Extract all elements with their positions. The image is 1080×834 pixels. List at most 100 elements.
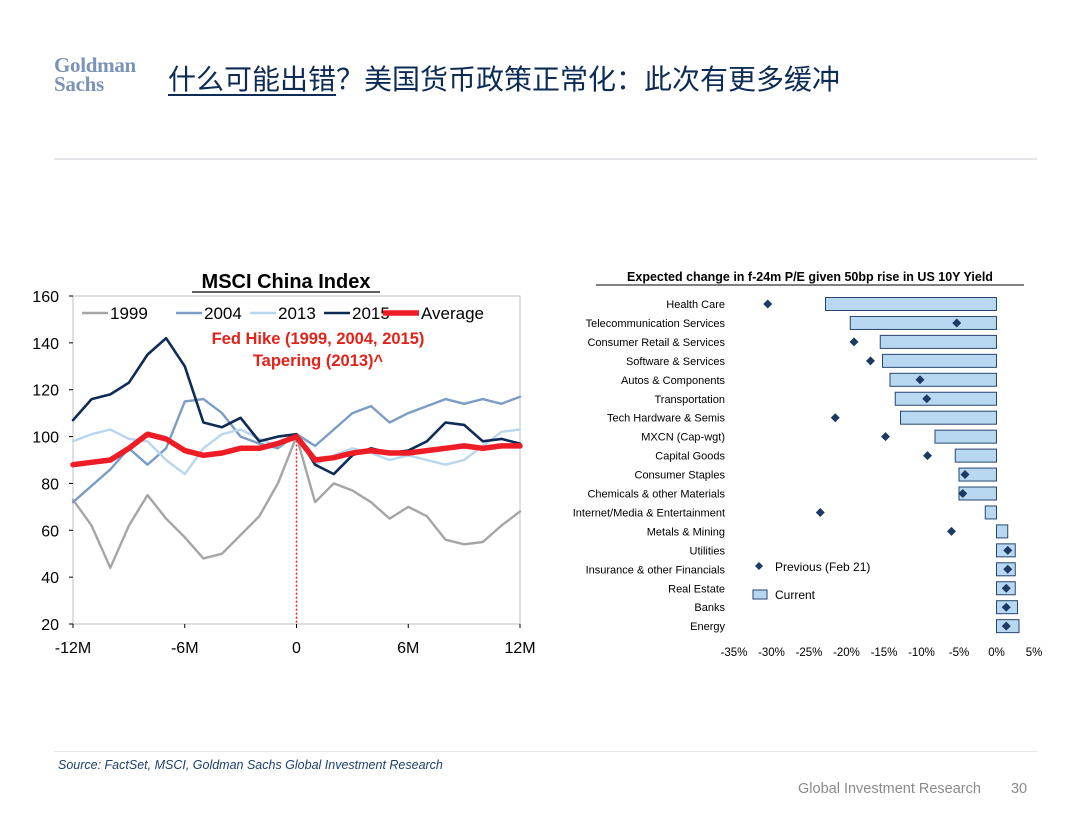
marker-previous: [1001, 602, 1011, 612]
category-label: Software & Services: [626, 356, 726, 368]
legend-label-1999: 1999: [110, 304, 148, 323]
y-tick-label: 80: [41, 476, 59, 493]
marker-previous: [1003, 545, 1013, 555]
bar-current: [889, 372, 997, 387]
category-label: Tech Hardware & Semis: [607, 413, 725, 425]
x-tick-label: -5%: [949, 647, 969, 659]
bar-current: [954, 448, 997, 463]
bar-current: [996, 524, 1009, 539]
category-label: Chemicals & other Materials: [587, 489, 725, 501]
series-line-average: [70, 431, 523, 468]
x-tick-label: 0%: [988, 647, 1005, 659]
category-label: Insurance & other Financials: [586, 564, 726, 576]
category-label: Consumer Retail & Services: [587, 337, 725, 349]
y-tick-label: 120: [32, 383, 59, 400]
marker-previous: [947, 526, 956, 536]
footer-divider: [54, 751, 1037, 752]
category-label: Autos & Components: [621, 375, 725, 387]
y-tick-label: 140: [32, 336, 59, 353]
logo-line2: Sachs: [54, 72, 104, 96]
marker-previous: [922, 394, 932, 404]
bar-current: [984, 505, 997, 520]
x-tick-label: 0: [292, 640, 301, 657]
footer-bar: Global Investment Research 30: [798, 781, 1027, 797]
y-tick-label: 160: [32, 289, 59, 306]
category-label: Capital Goods: [655, 451, 725, 463]
bar-chart-body: Health Care Telecommunication Services Con…: [573, 297, 1043, 659]
marker-previous: [960, 470, 970, 480]
bar-chart-title: Expected change in f-24m P/E given 50bp …: [627, 270, 993, 284]
y-tick-label: 40: [41, 570, 59, 587]
y-tick-label: 20: [41, 617, 59, 634]
bar-current: [849, 315, 997, 330]
page-title-underlined: 什么可能出错: [168, 63, 337, 96]
x-tick-label: -6M: [171, 640, 199, 657]
page-title: 什么可能出错？美国货币政策正常化：此次有更多缓冲: [168, 58, 840, 98]
x-tick-label: 12M: [504, 640, 535, 657]
footer-label: Global Investment Research: [798, 781, 981, 797]
legend-label-2013: 2013: [278, 304, 316, 323]
annotation-tapering: Tapering (2013)^: [253, 352, 384, 370]
x-tick-label: -12M: [55, 640, 91, 657]
pe-change-bar-chart: Expected change in f-24m P/E given 50bp …: [573, 270, 1043, 659]
line-chart-axes: 20 40 60 80 100 120 140 160 -12M -6M 0 6M 12M: [32, 289, 535, 657]
bar-current: [882, 353, 997, 368]
x-tick-label: -20%: [833, 647, 860, 659]
marker-previous: [1001, 583, 1011, 593]
x-tick-label: -15%: [871, 647, 898, 659]
bar-current: [934, 429, 997, 444]
y-tick-label: 100: [32, 430, 59, 447]
legend-current-label: Current: [775, 588, 816, 602]
category-label: Consumer Staples: [635, 470, 726, 482]
goldman-sachs-logo: Goldman Sachs: [54, 53, 136, 96]
bar-current: [825, 297, 997, 311]
page-title-rest: ？美国货币政策正常化：此次有更多缓冲: [336, 63, 841, 96]
category-label: Telecommunication Services: [586, 318, 726, 330]
legend-current-swatch: [752, 589, 768, 600]
marker-previous: [849, 337, 859, 347]
category-label: Utilities: [690, 545, 726, 557]
marker-previous: [1001, 621, 1011, 631]
marker-previous: [763, 299, 773, 309]
page-number: 30: [1010, 781, 1028, 797]
bar-chart-legend: Previous (Feb 21) Current: [752, 560, 870, 602]
line-chart-legend: 1999 2004 2013 2015 Average: [82, 304, 484, 323]
bar-current: [900, 410, 997, 425]
x-tick-label: -30%: [758, 647, 785, 659]
logo-line1: Goldman: [54, 53, 136, 77]
category-label: Banks: [694, 602, 725, 614]
header-divider: [54, 158, 1037, 160]
annotation-fed-hike: Fed Hike (1999, 2004, 2015): [212, 330, 425, 348]
category-label: MXCN (Cap-wgt): [641, 432, 725, 444]
legend-label-average: Average: [421, 304, 484, 323]
x-tick-label: -25%: [796, 647, 823, 659]
marker-previous: [915, 375, 925, 385]
x-tick-label: 5%: [1026, 647, 1043, 659]
x-tick-label: 6M: [397, 640, 419, 657]
category-label: Health Care: [666, 299, 725, 311]
category-label: Real Estate: [668, 583, 725, 595]
marker-previous: [923, 451, 932, 461]
bar-current: [879, 334, 997, 349]
legend-previous-marker: [755, 562, 763, 570]
line-chart-series-group: [70, 336, 523, 569]
marker-previous: [958, 489, 968, 498]
category-label: Internet/Media & Entertainment: [573, 507, 725, 519]
marker-previous: [815, 507, 825, 517]
line-chart-title: MSCI China Index: [202, 271, 371, 293]
marker-previous: [952, 318, 962, 328]
bar-current: [894, 391, 997, 406]
marker-previous: [881, 432, 890, 442]
category-label: Energy: [690, 621, 725, 633]
source-note: Source: FactSet, MSCI, Goldman Sachs Glo…: [58, 758, 443, 772]
category-label: Transportation: [654, 394, 725, 406]
legend-label-2004: 2004: [204, 304, 242, 323]
x-tick-label: -10%: [908, 647, 935, 659]
legend-label-2015: 2015: [352, 304, 390, 323]
x-tick-label: -35%: [721, 647, 748, 659]
marker-previous: [866, 356, 875, 366]
category-label: Metals & Mining: [647, 526, 725, 538]
legend-previous-label: Previous (Feb 21): [775, 560, 870, 574]
bar-current: [958, 467, 997, 482]
